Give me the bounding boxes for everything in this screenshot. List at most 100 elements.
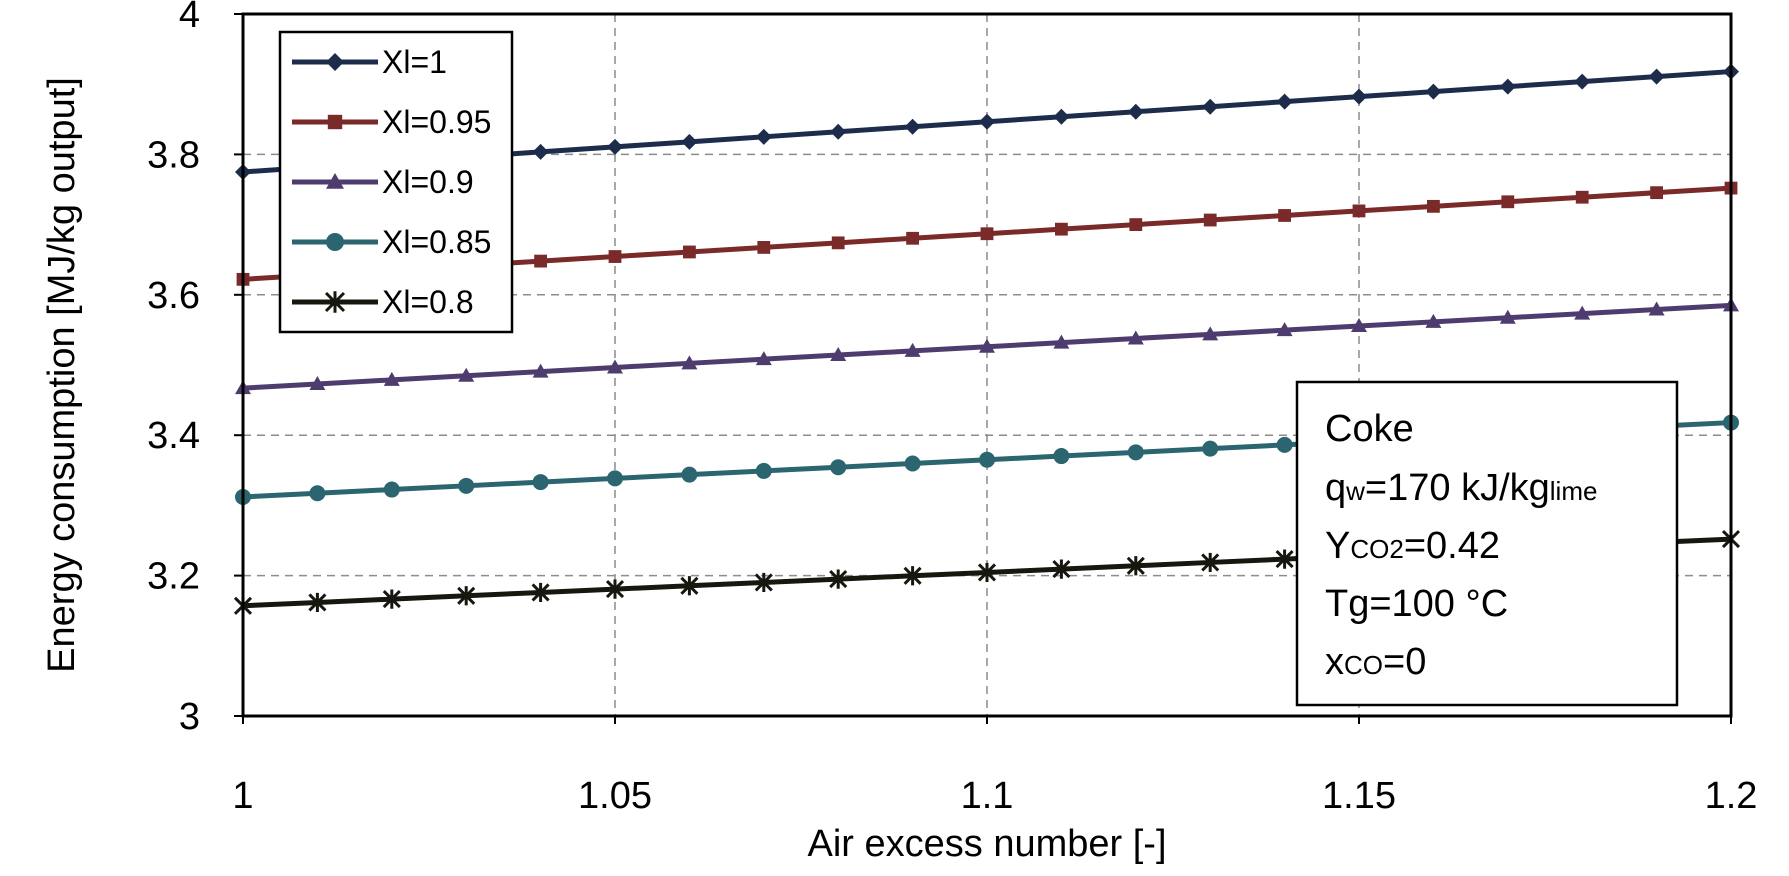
series-marker <box>903 566 922 586</box>
legend-label: Xl=0.9 <box>382 164 474 200</box>
series-marker <box>1127 444 1144 461</box>
x-tick-label: 1.2 <box>1705 775 1758 817</box>
series-marker <box>1052 559 1071 579</box>
series-marker <box>1352 204 1366 218</box>
y-tick-label: 4 <box>179 0 200 36</box>
series-marker <box>327 114 343 130</box>
legend: Xl=1 Xl=0.95 Xl=0.9 Xl=0.85 Xl=0.8 <box>278 30 514 334</box>
annotation-text: x <box>1325 641 1344 683</box>
series-marker <box>1499 78 1516 95</box>
series-marker <box>754 572 773 593</box>
series-marker <box>326 53 344 71</box>
series-marker <box>1501 195 1515 209</box>
series-marker <box>532 363 549 378</box>
y-tick-label: 3.2 <box>147 556 200 598</box>
legend-label: Xl=0.85 <box>382 224 491 260</box>
series-marker <box>1202 326 1219 341</box>
annotation-box <box>1295 380 1679 707</box>
series-marker <box>1202 98 1219 115</box>
annotation-subscript: CO2 <box>1350 534 1403 564</box>
series-marker <box>605 579 625 599</box>
series-marker <box>1202 440 1219 457</box>
legend-label: Xl=1 <box>382 44 447 80</box>
x-tick-label: 1 <box>232 775 253 817</box>
series-marker <box>977 562 997 583</box>
series-marker <box>680 576 699 596</box>
annotation-line: Tg=100 °C <box>1325 583 1508 625</box>
series-marker <box>830 347 847 362</box>
series-marker <box>1275 549 1294 569</box>
series-marker <box>1053 448 1070 465</box>
legend-item: Xl=0.9 <box>292 164 474 200</box>
series-marker <box>906 231 919 245</box>
series-marker <box>534 254 547 268</box>
series-marker <box>1574 73 1591 90</box>
series-marker <box>532 474 549 491</box>
legend-label: Xl=0.8 <box>382 284 474 320</box>
annotation-title: Coke <box>1325 408 1414 450</box>
series-marker <box>1053 108 1070 125</box>
series-marker <box>309 485 326 502</box>
series-marker <box>324 291 346 313</box>
y-tick-label: 3.8 <box>147 134 200 176</box>
series-marker <box>607 359 623 374</box>
series-marker <box>1427 199 1440 213</box>
annotation-line: xCO=0 <box>1325 641 1426 683</box>
series-marker <box>1574 305 1591 320</box>
series-marker <box>979 451 995 468</box>
series-marker <box>383 371 400 386</box>
series-marker <box>1053 334 1070 349</box>
series-marker <box>1203 213 1217 227</box>
annotation-subscript: lime <box>1550 476 1598 506</box>
series-marker <box>681 355 698 370</box>
series-marker <box>1499 309 1516 324</box>
series-marker <box>757 241 771 254</box>
series-marker <box>755 462 772 479</box>
series-marker <box>1351 88 1367 105</box>
annotation-text: =0.42 <box>1404 525 1500 567</box>
series-marker <box>1650 186 1663 200</box>
annotation-subscript: CO <box>1344 650 1383 680</box>
series-marker <box>1126 556 1145 576</box>
annotation-text: =0 <box>1383 641 1426 683</box>
series-marker <box>1276 436 1293 453</box>
series-marker <box>458 477 475 494</box>
series-marker <box>309 376 326 391</box>
series-marker <box>1575 190 1589 204</box>
series-marker <box>1648 68 1665 85</box>
series-marker <box>830 459 847 476</box>
legend-item: Xl=1 <box>292 44 447 80</box>
y-axis-title: Energy consumption [MJ/kg output] <box>41 77 83 673</box>
series-marker <box>457 586 476 606</box>
series-marker <box>980 227 994 241</box>
series-marker <box>1425 313 1442 328</box>
series-marker <box>904 455 921 472</box>
series-marker <box>608 250 622 263</box>
annotation-text: q <box>1325 467 1346 509</box>
series-marker <box>681 466 698 483</box>
series-marker <box>382 589 401 609</box>
series-marker <box>1201 552 1220 573</box>
annotation-line: YCO2=0.42 <box>1325 525 1500 567</box>
y-tick-label: 3.6 <box>147 275 200 317</box>
legend-item: Xl=0.85 <box>292 224 491 260</box>
series-marker <box>829 569 848 589</box>
series-marker <box>1055 222 1068 236</box>
series-marker <box>532 143 549 160</box>
annotation-subscript: w <box>1345 476 1365 506</box>
y-tick-label: 3.4 <box>147 415 200 457</box>
series-marker <box>458 367 475 382</box>
legend-label: Xl=0.95 <box>382 104 491 140</box>
annotation-text: Tg=100 °C <box>1325 583 1508 625</box>
series-marker <box>1278 209 1291 222</box>
x-tick-label: 1.15 <box>1322 775 1396 817</box>
series-marker <box>831 236 845 250</box>
annotation-text: =170 kJ/kg <box>1365 467 1550 509</box>
series-2 <box>235 297 1739 395</box>
series-marker <box>1276 93 1293 110</box>
series-marker <box>1129 218 1143 231</box>
legend-item: Xl=0.8 <box>292 284 474 320</box>
series-marker <box>1351 318 1367 333</box>
